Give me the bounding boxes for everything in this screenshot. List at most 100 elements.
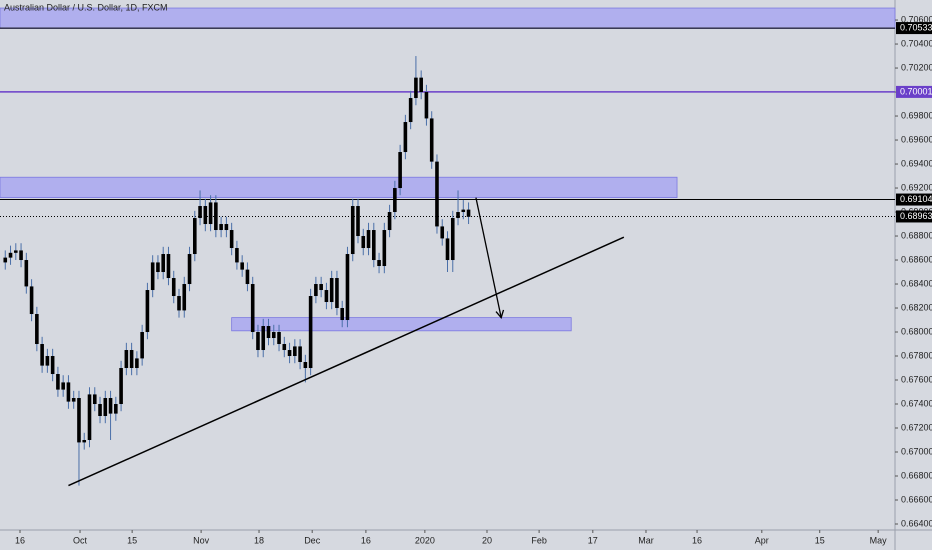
x-tick-label: 15 [815, 535, 825, 545]
candle-body [82, 440, 87, 443]
candle-body [250, 284, 255, 333]
arrow-head [495, 309, 505, 319]
candle-body [77, 398, 81, 443]
candle-body [461, 209, 466, 213]
candle-body [366, 230, 371, 249]
y-tick-label: 0.66800 [901, 470, 932, 480]
y-tick-label: 0.69200 [901, 182, 932, 192]
candle-body [45, 356, 50, 366]
y-tick-label: 0.67000 [901, 446, 932, 456]
price-label: 0.70533 [900, 22, 932, 32]
candle-body [340, 308, 345, 321]
candle-body [103, 398, 108, 417]
candle-body [450, 218, 455, 261]
y-tick-label: 0.68800 [901, 230, 932, 240]
candle-body [119, 368, 123, 405]
candle-body [303, 362, 308, 369]
candle-body [324, 290, 329, 303]
candle-body [382, 230, 387, 267]
x-tick-label: 18 [254, 535, 264, 545]
candle-body [398, 152, 402, 189]
candle-body [240, 262, 244, 270]
candle-body [124, 350, 129, 369]
candle-body [377, 260, 381, 267]
candle-body [129, 350, 134, 369]
candle-body [271, 332, 276, 339]
candle-body [208, 202, 213, 225]
candle-body [203, 206, 208, 225]
candle-body [466, 209, 471, 217]
plot-area [0, 7, 896, 487]
x-tick-label: 16 [692, 535, 702, 545]
x-tick-label: Dec [304, 535, 321, 545]
candle-body [429, 118, 434, 162]
y-tick-label: 0.66400 [901, 518, 932, 528]
price-label-box [896, 210, 932, 223]
y-tick-label: 0.70400 [901, 38, 932, 48]
candle-body [145, 290, 150, 333]
y-tick-label: 0.68600 [901, 254, 932, 264]
y-tick-label: 0.68000 [901, 326, 932, 336]
y-tick-label: 0.69800 [901, 110, 932, 120]
candle-body [393, 188, 397, 213]
y-tick-label: 0.68400 [901, 278, 932, 288]
candle-body [98, 404, 102, 417]
candle-body [293, 346, 297, 357]
candle-body [419, 77, 423, 93]
y-tick-label: 0.67200 [901, 422, 932, 432]
candle-body [71, 398, 76, 402]
candle-body [66, 382, 71, 402]
candle-body [456, 212, 460, 219]
candle-body [424, 92, 429, 119]
candle-body [229, 230, 234, 249]
y-tick-label: 0.67600 [901, 374, 932, 384]
candle-body [329, 278, 334, 303]
candle-body [92, 394, 97, 405]
candle-body [161, 254, 166, 273]
x-tick-label: Oct [73, 535, 88, 545]
candle-body [414, 77, 418, 99]
candle-body [282, 344, 287, 351]
price-label: 0.69104 [900, 194, 932, 204]
y-tick-label: 0.66600 [901, 494, 932, 504]
x-tick-label: Nov [193, 535, 210, 545]
candle-body [13, 250, 18, 253]
y-tick-label: 0.70200 [901, 62, 932, 72]
y-tick-label: 0.67400 [901, 398, 932, 408]
price-label: 0.70001 [900, 86, 932, 96]
trendline [68, 236, 625, 487]
candle-body [224, 224, 229, 231]
candle-body [445, 238, 450, 261]
candle-body [3, 257, 8, 263]
candle-body [403, 122, 408, 153]
y-tick-label: 0.70600 [901, 14, 932, 24]
candle-body [345, 254, 350, 321]
zone [0, 176, 678, 199]
x-tick-label: 16 [361, 535, 371, 545]
candle-body [135, 358, 139, 369]
candle-body [235, 248, 239, 263]
candle-body [356, 206, 360, 237]
candle-body [50, 356, 55, 375]
x-tick-label: Apr [755, 535, 769, 545]
x-tick-label: 15 [127, 535, 137, 545]
candle-body [371, 230, 376, 261]
y-tick-label: 0.67800 [901, 350, 932, 360]
candle-body [266, 326, 271, 339]
y-tick-label: 0.68200 [901, 302, 932, 312]
x-tick-label: 17 [588, 535, 598, 545]
arrow [475, 197, 502, 318]
candle-body [87, 394, 92, 441]
candle-body [140, 332, 144, 359]
candle-body [40, 344, 44, 366]
candle-body [24, 260, 29, 287]
x-tick-label: 20 [482, 535, 492, 545]
y-tick-label: 0.69600 [901, 134, 932, 144]
candle-body [8, 252, 13, 258]
y-tick-label: 0.69400 [901, 158, 932, 168]
x-tick-label: 16 [15, 535, 25, 545]
candle-body [192, 218, 197, 255]
candle-body [177, 296, 181, 311]
candle-body [171, 278, 176, 297]
